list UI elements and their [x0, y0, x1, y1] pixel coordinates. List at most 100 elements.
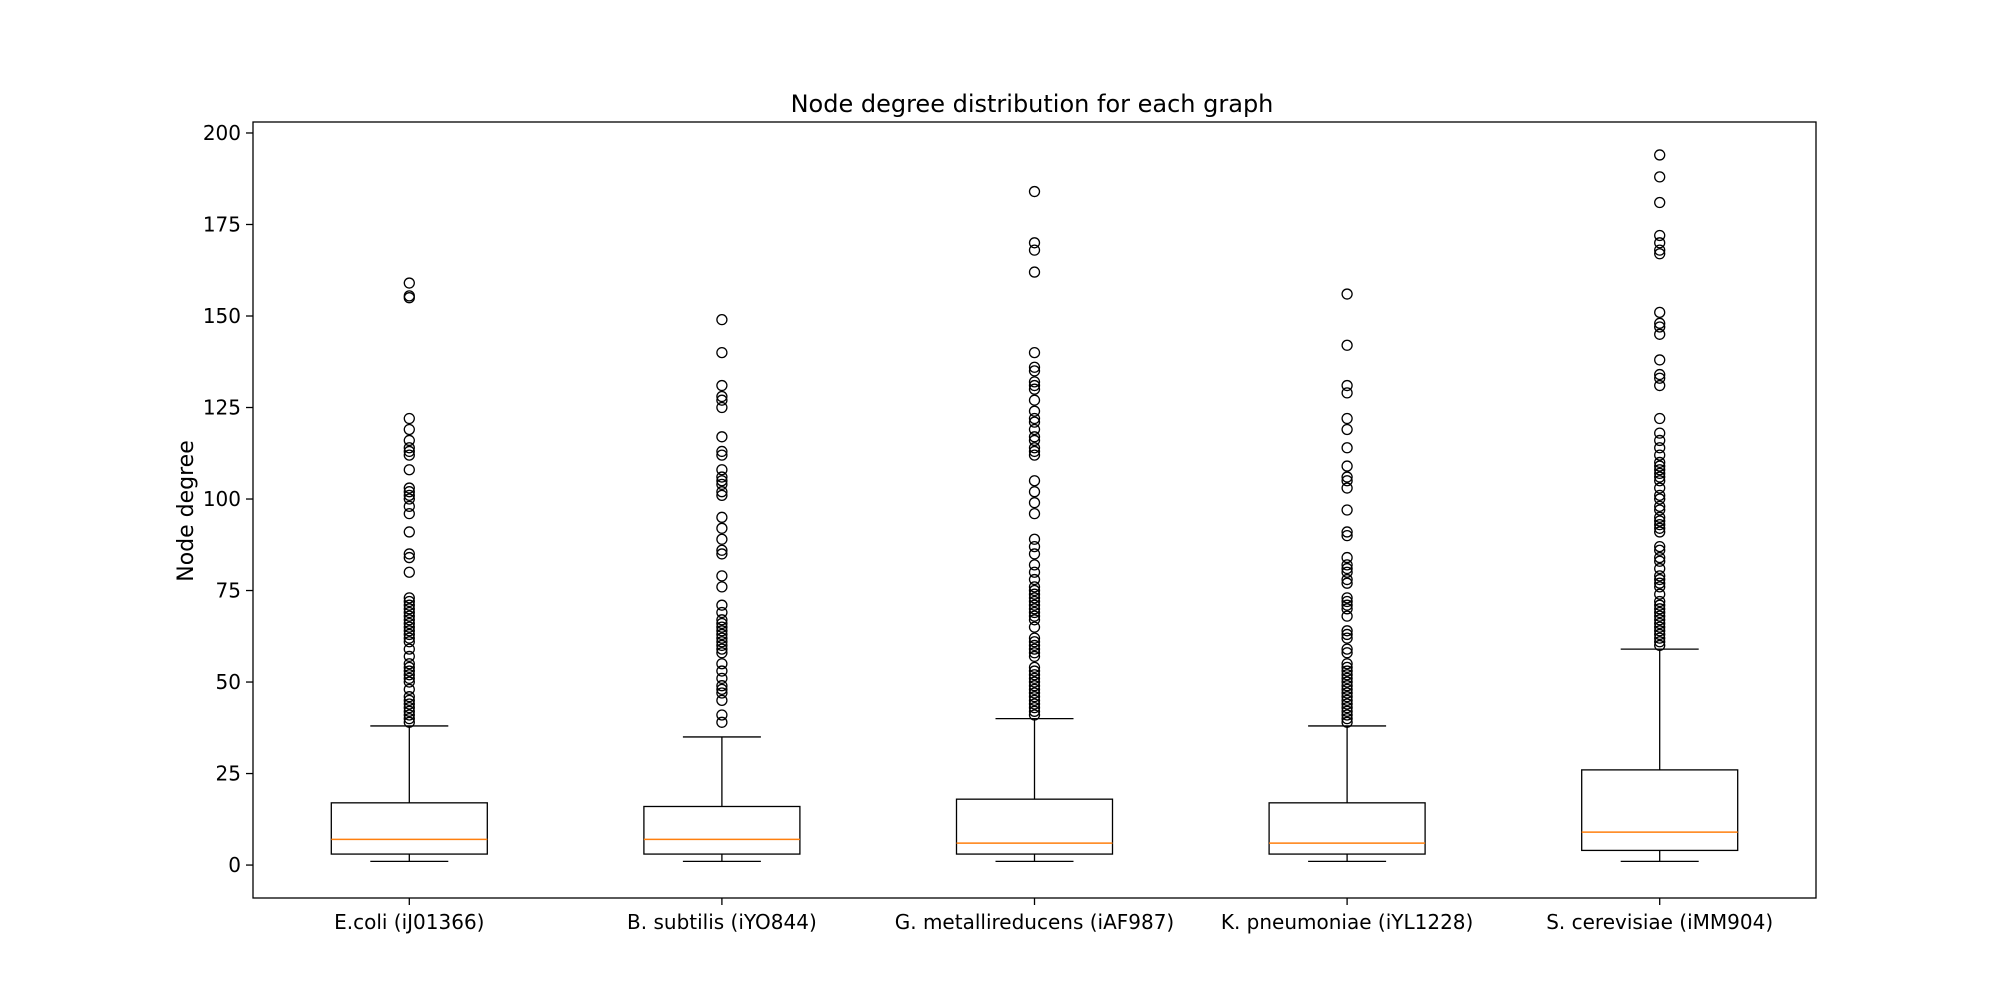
box-iqr: [955, 798, 1114, 855]
outlier-point: [1028, 647, 1041, 659]
outlier-point: [1028, 346, 1041, 359]
y-tick-label: 175: [203, 212, 241, 236]
outlier-point: [716, 489, 728, 502]
outlier-point: [716, 533, 728, 545]
outlier-point: [1341, 694, 1353, 706]
outlier-point: [1028, 431, 1041, 443]
outlier-point: [1654, 229, 1666, 242]
outlier-point: [1654, 636, 1666, 648]
outlier-point: [1654, 434, 1666, 447]
y-tick-label: 75: [216, 579, 241, 603]
outlier-point: [403, 551, 415, 564]
outlier-point: [1654, 625, 1666, 637]
outlier-point: [1028, 683, 1041, 696]
outlier-point: [1028, 412, 1041, 425]
outlier-point: [1654, 603, 1666, 615]
outlier-point: [403, 694, 415, 706]
outlier-point: [1028, 691, 1041, 703]
outlier-point: [1028, 237, 1041, 249]
outlier-point: [403, 658, 415, 670]
outlier-point: [716, 694, 728, 706]
outlier-point: [403, 464, 415, 476]
outlier-point: [1654, 306, 1666, 318]
outlier-point: [1341, 680, 1353, 692]
outlier-point: [1341, 577, 1353, 589]
outlier-point: [1654, 482, 1666, 494]
outlier-point: [1028, 588, 1041, 600]
outlier-point: [1028, 643, 1041, 655]
outlier-point: [716, 486, 728, 498]
outlier-point: [1028, 705, 1041, 717]
outlier-point: [1028, 639, 1041, 652]
outlier-point: [403, 603, 415, 615]
outlier-point: [716, 617, 728, 630]
outlier-point: [1341, 573, 1353, 586]
box-iqr: [330, 802, 488, 855]
outlier-point: [716, 471, 728, 483]
outlier-point: [1341, 442, 1353, 454]
outlier-point: [1654, 372, 1666, 384]
outlier-point: [403, 508, 415, 520]
outlier-point: [403, 661, 415, 674]
outlier-point: [1654, 595, 1666, 608]
outlier-point: [1028, 548, 1041, 560]
outlier-point: [716, 636, 728, 648]
outlier-point: [403, 709, 415, 721]
outlier-point: [1028, 449, 1041, 461]
outlier-point: [403, 592, 415, 604]
outlier-point: [1028, 610, 1041, 622]
outlier-point: [1341, 661, 1353, 674]
outlier-point: [1341, 691, 1353, 703]
outlier-point: [1341, 566, 1353, 578]
outlier-point: [716, 464, 728, 476]
outlier-point: [1028, 486, 1041, 498]
outlier-point: [1028, 573, 1041, 586]
outlier-point: [1654, 515, 1666, 527]
outlier-point: [403, 643, 415, 655]
outlier-point: [716, 346, 728, 359]
outlier-point: [1341, 599, 1353, 611]
outlier-point: [1028, 636, 1041, 648]
outlier-point: [403, 698, 415, 710]
outlier-point: [403, 449, 415, 461]
outlier-point: [716, 687, 728, 699]
outlier-point: [716, 621, 728, 633]
outlier-point: [403, 617, 415, 630]
outlier-point: [1341, 551, 1353, 564]
y-tick-label: 25: [216, 762, 241, 786]
box-iqr: [1581, 769, 1739, 852]
outlier-point: [403, 566, 415, 578]
outlier-point: [1341, 632, 1353, 644]
outlier-point: [1341, 687, 1353, 699]
outlier-point: [403, 712, 415, 725]
outlier-point: [1028, 475, 1041, 487]
outlier-point: [716, 683, 728, 696]
outlier-point: [1028, 365, 1041, 377]
box-group: [955, 185, 1114, 863]
outlier-point: [1654, 562, 1666, 575]
outlier-point: [403, 632, 415, 644]
outlier-point: [1341, 672, 1353, 685]
outlier-point: [1341, 471, 1353, 483]
outlier-point: [716, 647, 728, 659]
outlier-point: [1341, 412, 1353, 425]
outlier-point: [1654, 544, 1666, 556]
outlier-point: [1654, 368, 1666, 381]
outlier-point: [1654, 196, 1666, 209]
box-group: [1268, 288, 1426, 863]
outlier-point: [1028, 416, 1041, 428]
outlier-point: [403, 669, 415, 681]
outlier-point: [1654, 577, 1666, 589]
outlier-point: [716, 379, 728, 392]
outlier-point: [1654, 639, 1666, 652]
outlier-point: [1654, 551, 1666, 564]
outlier-point: [1654, 248, 1666, 260]
outlier-point: [716, 716, 728, 728]
outlier-point: [403, 486, 415, 498]
outlier-point: [1654, 171, 1666, 183]
outlier-point: [1341, 658, 1353, 670]
outlier-point: [716, 390, 728, 403]
outlier-point: [1028, 702, 1041, 714]
y-tick-label: 50: [216, 670, 241, 694]
outlier-point: [403, 500, 415, 512]
